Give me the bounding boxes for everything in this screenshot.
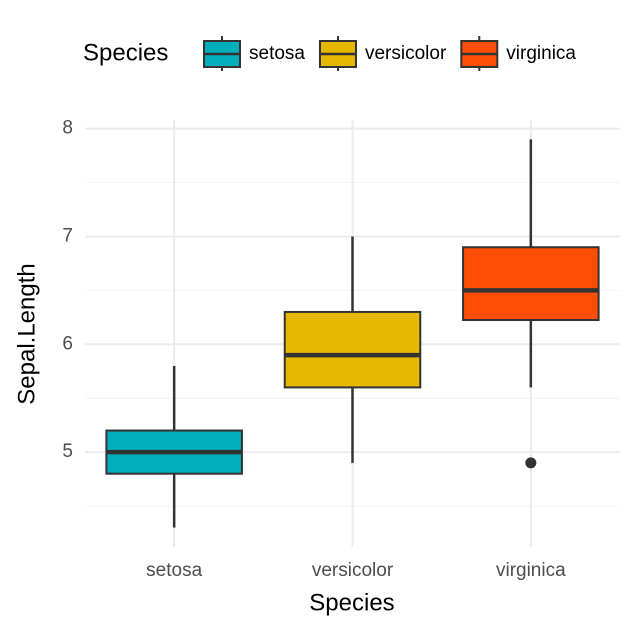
x-tick-label: setosa <box>146 560 202 581</box>
box <box>283 310 422 389</box>
legend-label: setosa <box>249 43 305 64</box>
y-tick-label: 7 <box>62 225 73 246</box>
legend-label: virginica <box>506 43 576 64</box>
outlier <box>525 457 537 469</box>
y-tick-label: 5 <box>62 441 73 462</box>
legend-title: Species <box>83 39 168 66</box>
x-tick-label: versicolor <box>312 560 394 581</box>
y-tick-label: 8 <box>62 118 73 139</box>
legend-label: versicolor <box>365 43 447 64</box>
box <box>462 246 600 322</box>
x-axis-title: Species <box>309 589 394 616</box>
x-tick-label: virginica <box>496 560 566 581</box>
y-axis-title: Sepal.Length <box>13 263 40 404</box>
y-tick-label: 6 <box>62 333 73 354</box>
